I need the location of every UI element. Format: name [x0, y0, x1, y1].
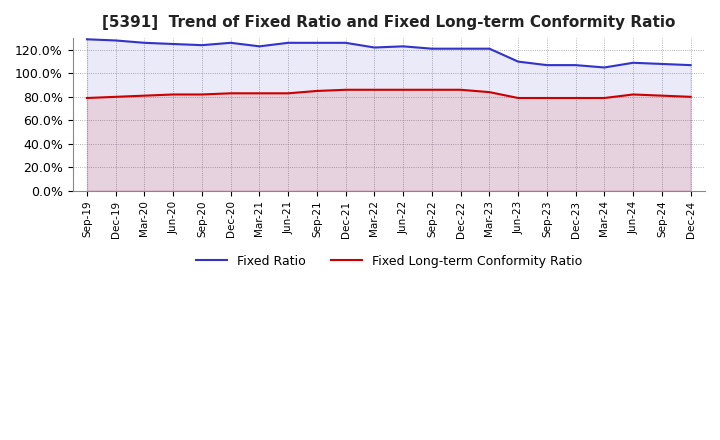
Fixed Long-term Conformity Ratio: [572, 95, 580, 101]
Fixed Long-term Conformity Ratio: [657, 93, 666, 98]
Fixed Ratio: [428, 46, 436, 51]
Fixed Long-term Conformity Ratio: [399, 87, 408, 92]
Fixed Long-term Conformity Ratio: [370, 87, 379, 92]
Line: Fixed Long-term Conformity Ratio: Fixed Long-term Conformity Ratio: [87, 90, 690, 98]
Fixed Long-term Conformity Ratio: [629, 92, 637, 97]
Fixed Long-term Conformity Ratio: [514, 95, 523, 101]
Fixed Ratio: [399, 44, 408, 49]
Fixed Long-term Conformity Ratio: [169, 92, 178, 97]
Fixed Long-term Conformity Ratio: [686, 94, 695, 99]
Fixed Ratio: [543, 62, 552, 68]
Fixed Ratio: [197, 43, 206, 48]
Fixed Long-term Conformity Ratio: [456, 87, 465, 92]
Fixed Ratio: [226, 40, 235, 45]
Fixed Long-term Conformity Ratio: [341, 87, 350, 92]
Fixed Ratio: [284, 40, 292, 45]
Fixed Ratio: [514, 59, 523, 64]
Fixed Long-term Conformity Ratio: [140, 93, 149, 98]
Fixed Long-term Conformity Ratio: [197, 92, 206, 97]
Fixed Ratio: [312, 40, 321, 45]
Line: Fixed Ratio: Fixed Ratio: [87, 39, 690, 67]
Title: [5391]  Trend of Fixed Ratio and Fixed Long-term Conformity Ratio: [5391] Trend of Fixed Ratio and Fixed Lo…: [102, 15, 675, 30]
Fixed Long-term Conformity Ratio: [226, 91, 235, 96]
Fixed Ratio: [255, 44, 264, 49]
Fixed Ratio: [686, 62, 695, 68]
Fixed Ratio: [572, 62, 580, 68]
Fixed Long-term Conformity Ratio: [112, 94, 120, 99]
Fixed Ratio: [629, 60, 637, 66]
Fixed Ratio: [370, 45, 379, 50]
Fixed Long-term Conformity Ratio: [284, 91, 292, 96]
Fixed Ratio: [169, 41, 178, 47]
Fixed Ratio: [657, 61, 666, 66]
Fixed Ratio: [83, 37, 91, 42]
Fixed Long-term Conformity Ratio: [543, 95, 552, 101]
Fixed Long-term Conformity Ratio: [485, 89, 494, 95]
Fixed Ratio: [485, 46, 494, 51]
Fixed Long-term Conformity Ratio: [428, 87, 436, 92]
Fixed Long-term Conformity Ratio: [83, 95, 91, 101]
Fixed Ratio: [112, 38, 120, 43]
Fixed Long-term Conformity Ratio: [600, 95, 608, 101]
Fixed Ratio: [140, 40, 149, 45]
Fixed Ratio: [341, 40, 350, 45]
Fixed Ratio: [456, 46, 465, 51]
Fixed Long-term Conformity Ratio: [255, 91, 264, 96]
Fixed Long-term Conformity Ratio: [312, 88, 321, 94]
Fixed Ratio: [600, 65, 608, 70]
Legend: Fixed Ratio, Fixed Long-term Conformity Ratio: Fixed Ratio, Fixed Long-term Conformity …: [191, 250, 587, 273]
